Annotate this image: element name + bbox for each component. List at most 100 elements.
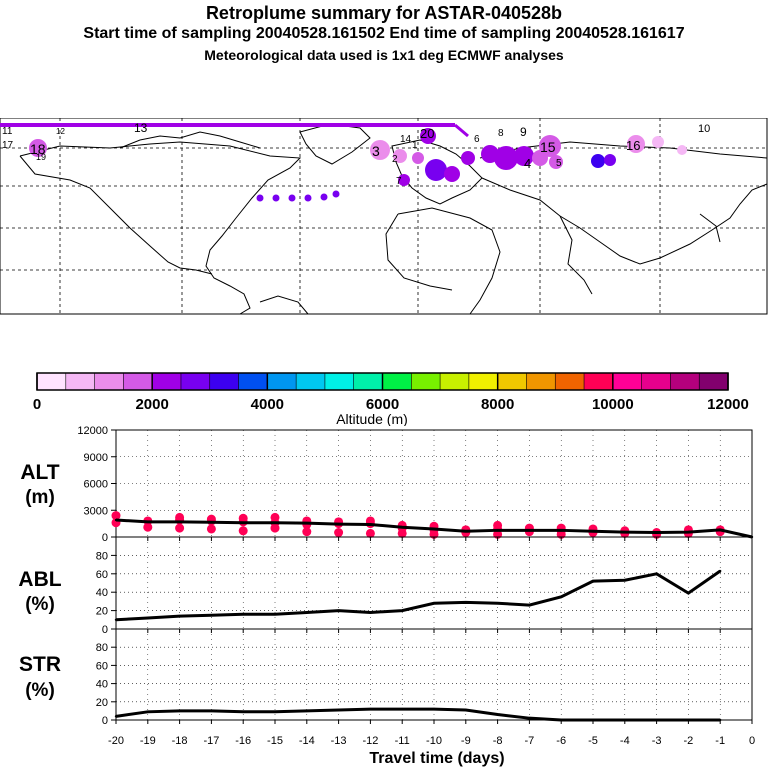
plume-label: 7 <box>396 176 402 187</box>
x-tick-label: -18 <box>172 735 188 747</box>
series-point <box>464 708 467 712</box>
x-tick-label: -5 <box>588 735 598 747</box>
colorbar-cell <box>238 373 268 390</box>
plume-label: 9 <box>520 125 527 139</box>
chart-title: Retroplume summary for ASTAR-040528b <box>205 3 563 23</box>
alt-scatter-point <box>175 523 185 533</box>
y-tick-label: 6000 <box>84 479 108 491</box>
series-point <box>242 521 245 524</box>
colorbar-xlabel: Altitude (m) <box>336 411 408 426</box>
series-point <box>369 523 372 526</box>
series-point <box>560 718 563 722</box>
sampling-times: Start time of sampling 20040528.161502 E… <box>83 25 685 42</box>
colorbar-cell <box>94 373 124 390</box>
x-axis-label: Travel time (days) <box>369 750 504 767</box>
series-point <box>464 530 467 533</box>
series-point <box>432 527 436 531</box>
x-tick-label: -1 <box>715 735 725 747</box>
series-point <box>178 709 181 713</box>
series-point <box>305 521 308 525</box>
y-tick-label: 80 <box>96 642 108 654</box>
colorbar-cell <box>555 373 585 390</box>
series-point <box>719 528 722 532</box>
panel-ylabel: (%) <box>25 594 55 615</box>
series-point <box>560 529 563 532</box>
colorbar-cell <box>209 373 240 390</box>
x-tick-label: 0 <box>749 735 755 747</box>
y-tick-label: 20 <box>96 606 108 618</box>
series-point <box>687 530 690 534</box>
x-tick-label: -20 <box>108 735 124 747</box>
plume-label: 15 <box>540 139 556 155</box>
alt-scatter-point <box>206 524 216 534</box>
series-point <box>687 718 690 722</box>
plume-label: 19 <box>36 152 46 162</box>
series-line <box>115 569 722 622</box>
x-tick-label: -9 <box>461 735 471 747</box>
plume-label: 3 <box>372 143 380 159</box>
colorbar-tick-label: 10000 <box>592 396 634 413</box>
alt-scatter-point <box>143 522 153 532</box>
colorbar-cell <box>526 373 556 390</box>
colorbar-cell <box>497 373 527 390</box>
alt-scatter-point <box>334 528 344 538</box>
plume-label: 6 <box>474 134 480 145</box>
series-point <box>178 614 181 618</box>
plume-label: 1 <box>412 140 418 151</box>
y-tick-label: 0 <box>102 624 108 636</box>
series-point <box>655 531 658 534</box>
alt-scatter-point <box>302 527 312 537</box>
colorbar-tick-label: 8000 <box>481 396 514 413</box>
alt-scatter-point <box>238 526 248 536</box>
panel-ylabel: STR <box>19 653 61 676</box>
series-point <box>401 609 404 612</box>
series-point <box>719 569 722 573</box>
series-point <box>623 718 626 722</box>
colorbar-cell <box>670 373 700 390</box>
series-point <box>528 603 531 607</box>
y-tick-label: 3000 <box>84 505 108 517</box>
series-point <box>560 595 563 598</box>
plume-track <box>0 123 687 202</box>
plume-label: 12 <box>56 127 65 136</box>
series-point <box>401 525 404 529</box>
abl-panel: 0 20 40 60 80 ABL (%) <box>18 536 753 636</box>
plume-label: 2 <box>392 154 398 165</box>
y-tick-label: 40 <box>96 679 108 691</box>
alt-panel: 0 3000 6000 9000 12000 ALT (m) <box>20 426 754 544</box>
map-grid <box>0 118 767 314</box>
series-line <box>115 707 721 722</box>
series-point <box>623 579 626 582</box>
x-tick-label: -14 <box>299 735 315 747</box>
series-point <box>496 602 499 605</box>
alt-scatter-point <box>270 523 280 533</box>
x-tick-label: -13 <box>331 735 347 747</box>
series-point <box>623 530 626 534</box>
series-point <box>655 718 658 722</box>
met-data-note: Meteorological data used is 1x1 deg ECMW… <box>204 47 564 63</box>
x-tick-label: -17 <box>203 735 219 747</box>
series-point <box>114 518 118 522</box>
series-point <box>178 520 181 524</box>
y-tick-label: 60 <box>96 569 108 581</box>
series-point <box>146 710 149 714</box>
series-point <box>432 707 436 711</box>
series-point <box>464 601 467 604</box>
x-tick-label: -12 <box>362 735 378 747</box>
y-tick-label: 20 <box>96 697 108 709</box>
panel-ylabel: (%) <box>25 680 55 701</box>
plume-label: 20 <box>420 126 434 141</box>
series-point <box>273 613 277 616</box>
colorbar-cell <box>468 373 499 390</box>
series-point <box>591 530 595 533</box>
colorbar-cell <box>699 373 729 390</box>
series-point <box>591 718 595 722</box>
colorbar-cell <box>353 373 383 390</box>
series-point <box>687 591 690 595</box>
x-tick-label: -6 <box>556 735 566 747</box>
y-tick-label: 60 <box>96 660 108 672</box>
panel-ylabel: (m) <box>25 487 55 508</box>
x-tick-label: -7 <box>525 735 535 747</box>
series-point <box>210 709 213 713</box>
